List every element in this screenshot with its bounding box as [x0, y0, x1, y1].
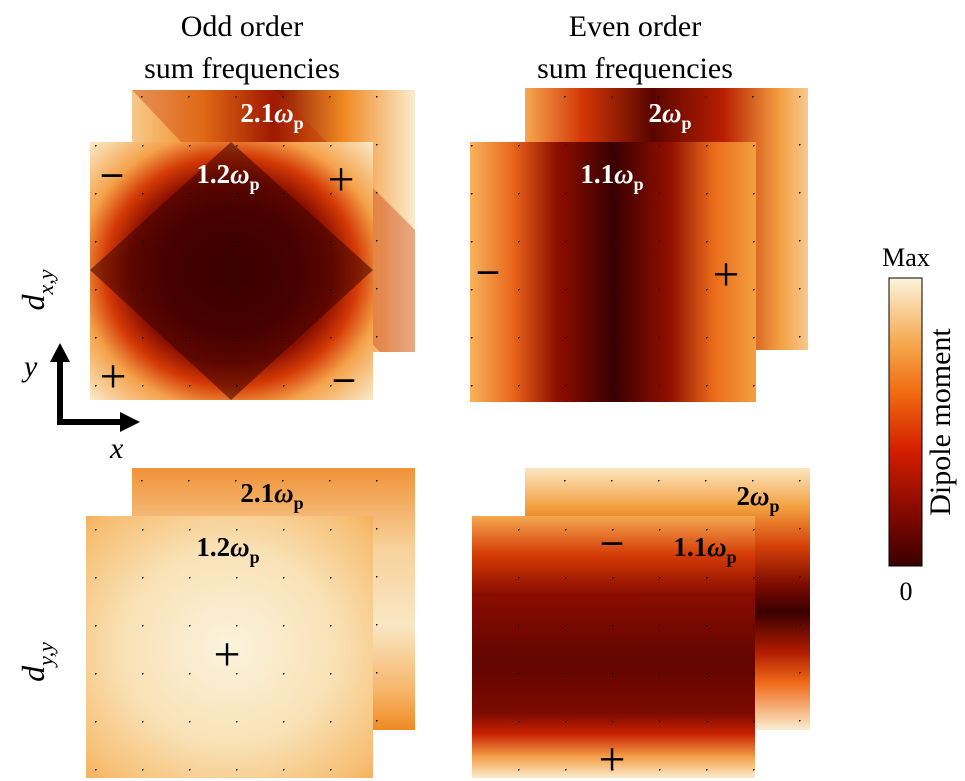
sign-plus: + — [99, 350, 126, 403]
panel-top-even-front: 1.1ωp – + — [470, 142, 757, 403]
sign-plus: + — [327, 153, 354, 206]
sign-plus: + — [598, 733, 625, 781]
label-bottom-odd-back: 2.1ωp — [240, 478, 303, 513]
sign-minus: – — [601, 517, 623, 562]
sign-plus: + — [213, 628, 240, 681]
colorbar-max-label: Max — [882, 243, 930, 272]
label-top-even-front: 1.1ωp — [580, 159, 643, 194]
label-bottom-even-front: 1.1ωp — [673, 532, 736, 567]
colorbar-scale — [888, 277, 923, 567]
row-label-top: dx,y — [15, 269, 58, 310]
sign-plus: + — [712, 248, 739, 301]
sign-minus: – — [101, 149, 123, 194]
column-header-even-line1: Even order — [569, 10, 701, 43]
label-bottom-even-back: 2ωp — [736, 481, 779, 516]
colorbar-min-label: 0 — [900, 577, 913, 606]
axes-indicator: y x — [21, 343, 140, 465]
panel-bottom-even-front: 1.1ωp – + — [472, 516, 756, 781]
panel-top-odd-front: 1.2ωp – + + – — [90, 142, 374, 403]
colorbar: Max 0 Dipole moment — [882, 243, 957, 606]
label-bottom-odd-front: 1.2ωp — [196, 532, 259, 567]
sign-minus: – — [477, 246, 499, 291]
sign-minus: – — [333, 354, 355, 399]
row-label-bottom: dy,y — [15, 642, 58, 682]
label-top-odd-front: 1.2ωp — [196, 159, 259, 194]
arrow-right-icon — [120, 412, 140, 432]
colorbar-title: Dipole moment — [924, 328, 957, 516]
axis-label-x: x — [109, 432, 124, 465]
axis-label-y: y — [21, 350, 38, 383]
label-top-odd-back: 2.1ωp — [240, 98, 303, 133]
column-header-odd-line1: Odd order — [181, 10, 303, 43]
column-header-even-line2: sum frequencies — [537, 52, 733, 85]
label-top-even-back: 2ωp — [648, 98, 691, 133]
column-header-odd-line2: sum frequencies — [144, 52, 340, 85]
arrow-up-icon — [50, 343, 70, 362]
panel-bottom-odd-front: 1.2ωp + — [86, 516, 374, 779]
